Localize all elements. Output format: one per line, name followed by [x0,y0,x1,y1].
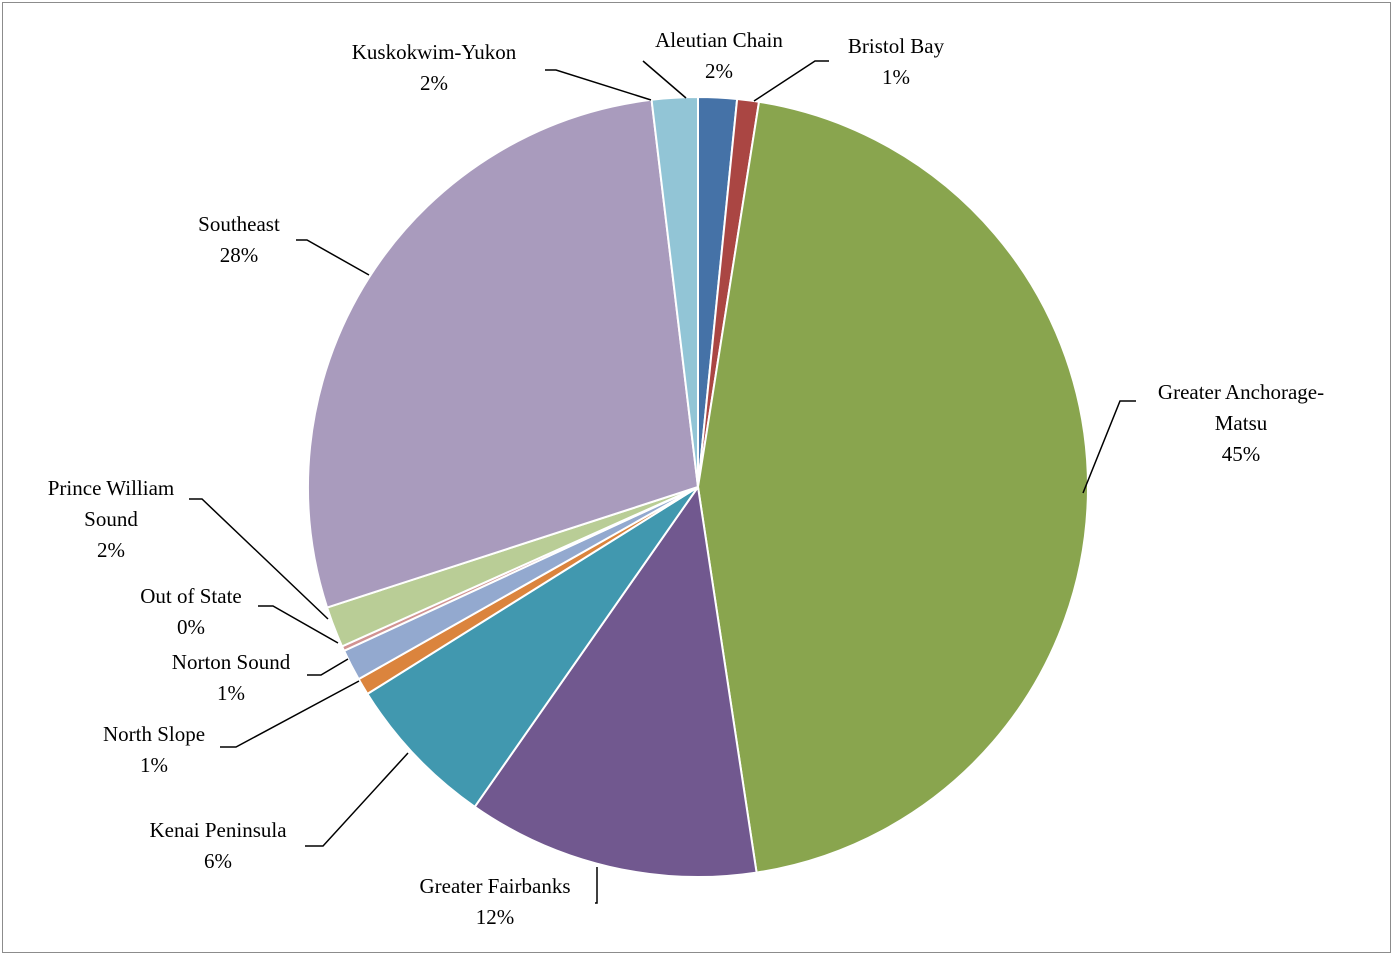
leader-line-greater-fairbanks [595,867,598,904]
leader-line-greater-anchorage-matsu [1082,400,1136,494]
slices-group [307,95,1089,878]
leader-line-aleutian-chain [642,60,687,99]
pie-slice-southeast [307,98,700,609]
slice-label-aleutian-chain: Aleutian Chain [655,28,783,52]
slice-percent-north-slope: 1% [140,753,168,777]
pie-slice-greater-fairbanks [473,484,758,878]
leader-line-bristol-bay [753,60,829,102]
slice-label-greater-fairbanks: Greater Fairbanks [419,874,570,898]
slice-percent-greater-fairbanks: 12% [476,905,515,929]
leader-line-kenai-peninsula [305,752,409,847]
pie-slice-kenai-peninsula [366,486,699,809]
labels-group: Aleutian Chain 2% Bristol Bay 1% Greater Anc… [48,28,1324,929]
leader-line-north-slope [220,680,360,748]
slice-percent-southeast: 28% [220,243,259,267]
slice-label-norton-sound: Norton Sound [172,650,291,674]
leader-line-southeast [296,239,370,276]
slice-percent-prince-william-sound: 2% [97,538,125,562]
slice-percent-norton-sound: 1% [217,681,245,705]
slice-label-greater-anchorage-matsu: Greater Anchorage-Matsu [1158,380,1324,435]
slice-percent-aleutian-chain: 2% [705,59,733,83]
pie-chart: Aleutian Chain 2% Bristol Bay 1% Greater Anc… [48,28,1324,929]
slice-label-kuskokwim-yukon: Kuskokwim-Yukon [352,40,517,64]
slice-percent-kuskokwim-yukon: 2% [420,71,448,95]
pie-slice-greater-anchorage-matsu [696,100,1089,874]
slice-percent-bristol-bay: 1% [882,65,910,89]
leader-line-prince-william-sound [189,498,329,620]
slice-label-southeast: Southeast [198,212,280,236]
slice-label-bristol-bay: Bristol Bay [848,34,945,58]
leader-line-out-of-state [258,605,339,644]
slice-percent-kenai-peninsula: 6% [204,849,232,873]
slice-label-kenai-peninsula: Kenai Peninsula [149,818,287,842]
leader-lines-group [189,60,1136,904]
leader-line-kuskokwim-yukon [545,69,652,101]
leader-line-norton-sound [307,658,349,676]
slice-percent-out-of-state: 0% [177,615,205,639]
slice-label-prince-william-sound: Prince William Sound [48,476,175,531]
pie-slice-kuskokwim-yukon [650,95,699,488]
slice-label-north-slope: North Slope [103,722,205,746]
slice-percent-greater-anchorage-matsu: 45% [1222,442,1261,466]
slice-label-out-of-state: Out of State [140,584,241,608]
